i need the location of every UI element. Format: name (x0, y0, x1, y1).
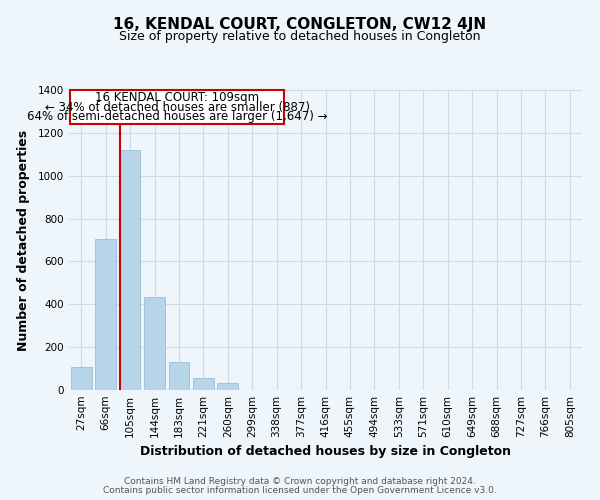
X-axis label: Distribution of detached houses by size in Congleton: Distribution of detached houses by size … (140, 446, 511, 458)
Text: 64% of semi-detached houses are larger (1,647) →: 64% of semi-detached houses are larger (… (27, 110, 328, 124)
Text: Size of property relative to detached houses in Congleton: Size of property relative to detached ho… (119, 30, 481, 43)
Bar (95, 238, 116, 390)
Bar (193, 378, 214, 390)
Text: 16, KENDAL COURT, CONGLETON, CW12 4JN: 16, KENDAL COURT, CONGLETON, CW12 4JN (113, 18, 487, 32)
FancyBboxPatch shape (70, 90, 284, 124)
Bar (144, 297, 165, 390)
Text: Contains HM Land Registry data © Crown copyright and database right 2024.: Contains HM Land Registry data © Crown c… (124, 477, 476, 486)
Text: ← 34% of detached houses are smaller (887): ← 34% of detached houses are smaller (88… (44, 101, 310, 114)
Bar (119, 150, 140, 390)
Bar (169, 362, 190, 390)
Bar (71, 367, 92, 390)
Text: 16 KENDAL COURT: 109sqm: 16 KENDAL COURT: 109sqm (95, 92, 259, 104)
Y-axis label: Number of detached properties: Number of detached properties (17, 130, 29, 350)
Text: Contains public sector information licensed under the Open Government Licence v3: Contains public sector information licen… (103, 486, 497, 495)
Bar (217, 383, 238, 390)
